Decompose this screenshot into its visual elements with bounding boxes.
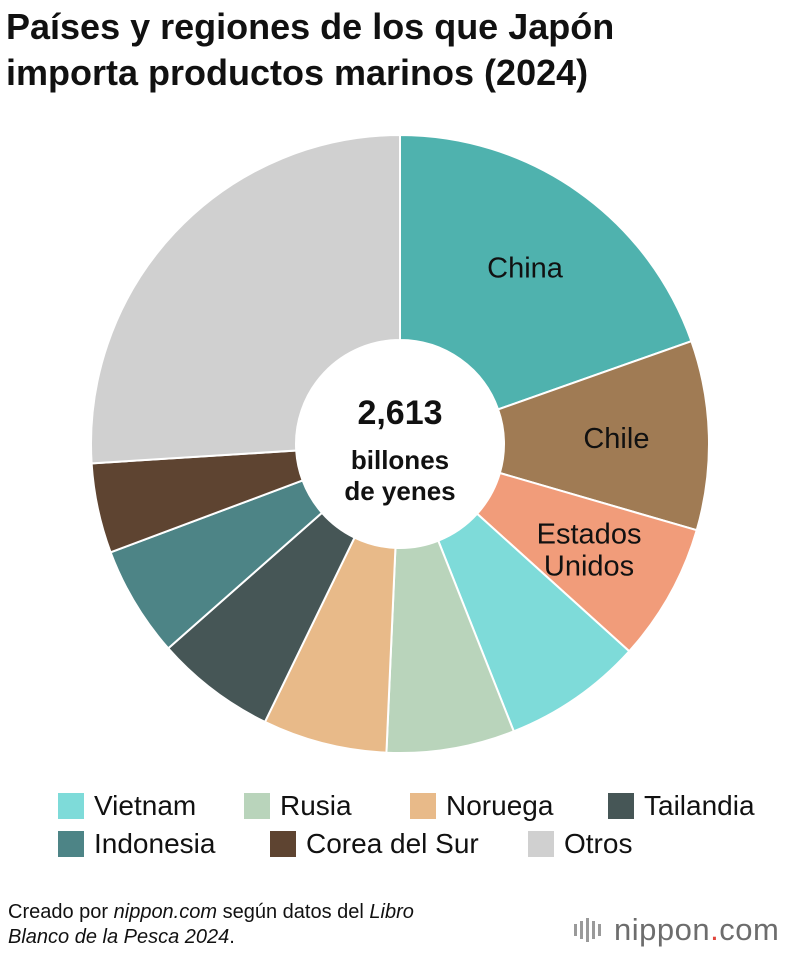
legend-label-rusia: Rusia (280, 790, 352, 821)
center-total-unit-line-2: de yenes (344, 476, 455, 506)
legend-item-noruega: Noruega (410, 790, 553, 822)
legend-swatch-noruega (410, 793, 436, 819)
legend-swatch-indonesia (58, 831, 84, 857)
slice-otros (90, 133, 401, 465)
source-suffix: . (229, 926, 235, 948)
legend-label-noruega: Noruega (446, 790, 554, 821)
logo-wordmark: nippon.com (614, 912, 779, 948)
signal-bars-icon (574, 918, 604, 942)
legend-item-rusia: Rusia (244, 790, 352, 822)
source-middle: según datos del (217, 901, 370, 923)
legend-label-otros: Otros (564, 828, 633, 859)
center-total-value: 2,613 (357, 394, 442, 432)
legend-swatch-corea-del-sur (270, 831, 296, 857)
chart-title-line-1: Países y regiones de los que Japón (6, 6, 615, 47)
logo-word: nippon (614, 912, 711, 947)
logo-tld: com (719, 912, 780, 947)
center-total-unit-line-1: billones (351, 445, 449, 475)
legend-label-corea-del-sur: Corea del Sur (306, 828, 479, 859)
legend-item-indonesia: Indonesia (58, 828, 215, 860)
logo-dot: . (710, 912, 720, 947)
legend-swatch-rusia (244, 793, 270, 819)
legend-label-tailandia: Tailandia (644, 790, 755, 821)
nippon-logo: nippon.com (574, 910, 779, 950)
data-label-estados-unidos-2: Unidos (544, 550, 634, 582)
legend-label-indonesia: Indonesia (94, 828, 216, 859)
data-label-estados-unidos-1: Estados (537, 518, 642, 550)
legend-item-vietnam: Vietnam (58, 790, 196, 822)
legend-swatch-tailandia (608, 793, 634, 819)
source-site: nippon.com (113, 901, 218, 923)
source-prefix: Creado por (8, 901, 114, 923)
data-label-chile: Chile (583, 423, 649, 455)
legend-swatch-vietnam (58, 793, 84, 819)
legend-swatch-otros (528, 831, 554, 857)
legend-item-otros: Otros (528, 828, 632, 860)
chart-title-line-2: importa productos marinos (2024) (6, 52, 589, 93)
legend-item-corea-del-sur: Corea del Sur (270, 828, 479, 860)
source-title-part-1: Libro (369, 901, 414, 923)
chart-title: Países y regiones de los que Japón impor… (6, 4, 796, 96)
slice-chile (496, 339, 710, 532)
legend-label-vietnam: Vietnam (94, 790, 197, 821)
legend-item-tailandia: Tailandia (608, 790, 755, 822)
source-note: Creado por nippon.com según datos del Li… (8, 900, 548, 950)
data-label-china: China (487, 252, 564, 284)
slice-china (399, 133, 693, 411)
source-title-part-2: Blanco de la Pesca 2024 (8, 926, 230, 948)
